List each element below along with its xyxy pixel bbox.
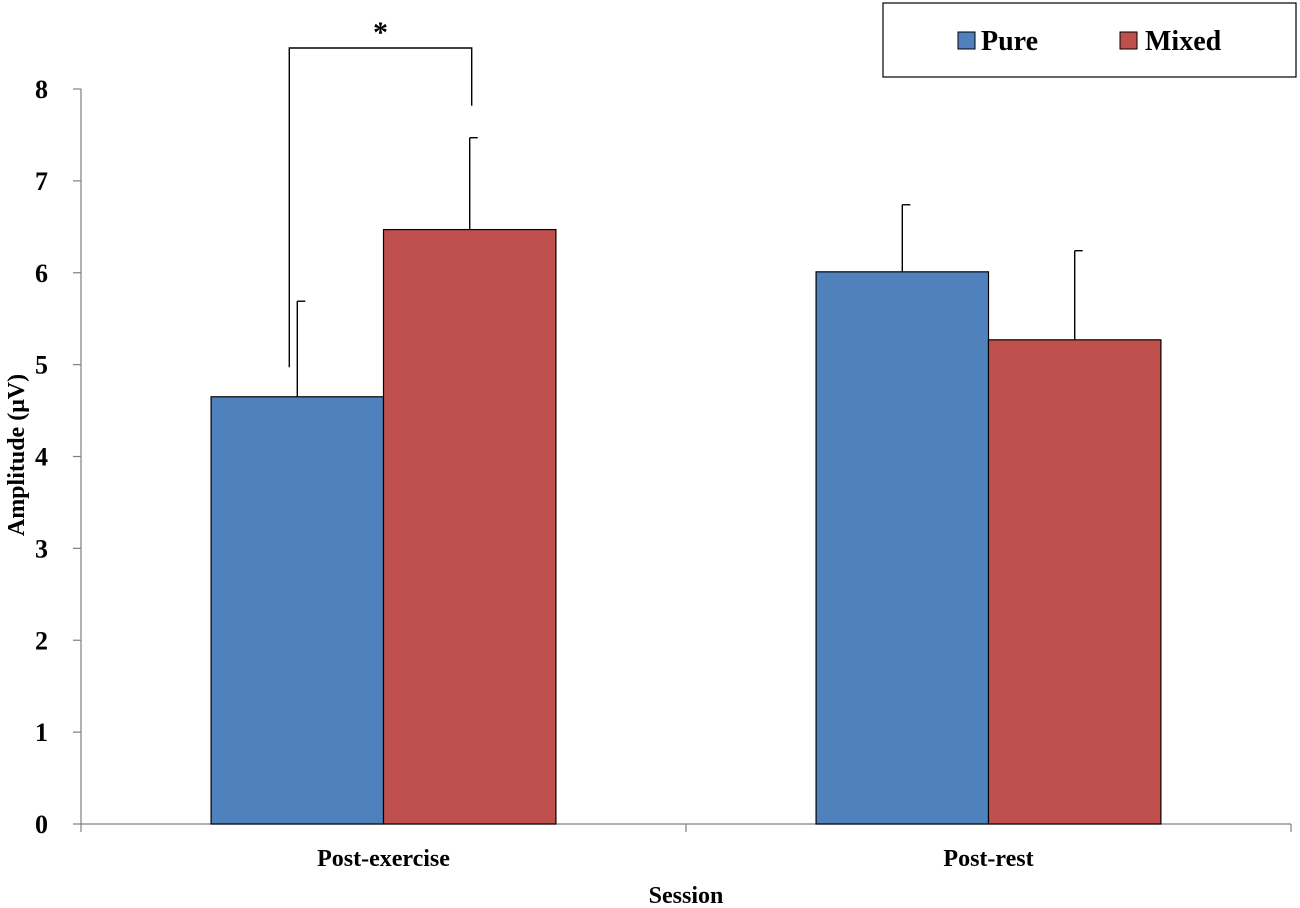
y-tick-label: 3 bbox=[35, 534, 48, 563]
legend-label-pure: Pure bbox=[981, 26, 1038, 57]
y-tick-label: 2 bbox=[35, 626, 48, 655]
legend-label-mixed: Mixed bbox=[1145, 26, 1222, 57]
x-axis-title: Session bbox=[649, 883, 724, 908]
bar-post-exercise-mixed bbox=[382, 228, 557, 825]
y-tick-label: 0 bbox=[35, 810, 48, 839]
y-tick-label: 5 bbox=[35, 351, 48, 380]
significance-annotation: * bbox=[288, 16, 473, 368]
legend-swatch-pure bbox=[957, 31, 976, 50]
error-bars bbox=[296, 136, 1083, 397]
y-tick-label: 1 bbox=[35, 718, 48, 747]
y-axis: 0 1 2 3 4 5 6 7 8 bbox=[35, 75, 82, 839]
y-tick-label: 8 bbox=[35, 75, 48, 104]
significance-star: * bbox=[373, 16, 388, 49]
x-category-label: Post-rest bbox=[943, 846, 1033, 872]
legend-swatch-mixed bbox=[1119, 31, 1138, 50]
legend-box bbox=[882, 2, 1297, 78]
legend: Pure Mixed bbox=[882, 2, 1297, 78]
y-axis-title: Amplitude (μV) bbox=[4, 374, 30, 536]
bar-post-rest-pure bbox=[815, 271, 990, 825]
bar-post-rest-mixed bbox=[987, 339, 1162, 825]
y-tick-label: 7 bbox=[35, 167, 48, 196]
bars bbox=[210, 228, 1162, 825]
x-axis: Post-exercise Post-rest bbox=[80, 823, 1292, 872]
y-tick-label: 4 bbox=[35, 443, 48, 472]
y-tick-label: 6 bbox=[35, 259, 48, 288]
x-category-label: Post-exercise bbox=[317, 846, 450, 872]
bar-post-exercise-pure bbox=[210, 396, 385, 825]
significance-bracket bbox=[288, 47, 473, 368]
